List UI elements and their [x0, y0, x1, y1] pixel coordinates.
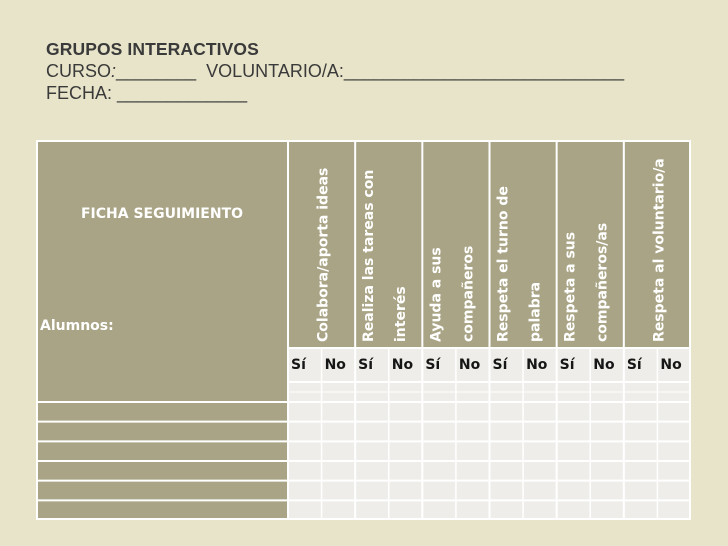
curso-label: CURSO: [46, 61, 112, 81]
criterion-label: Respeta el turno de: [496, 186, 512, 342]
student-name-row: [36, 441, 288, 461]
criterion-label: Realiza las tareas con: [361, 170, 377, 342]
criterion-label: interés: [393, 286, 409, 342]
curso-line: CURSO:________ VOLUNTARIO/A:____________…: [46, 60, 624, 82]
si-column-label: Sí: [291, 357, 306, 373]
student-name-row: [36, 480, 288, 501]
alumnos-label: Alumnos:: [40, 318, 114, 334]
si-column-label: Sí: [626, 357, 642, 373]
si-column-label: Sí: [492, 357, 508, 373]
ficha-seguimiento-label: FICHA SEGUIMIENTO: [80, 206, 244, 222]
fecha-label: FECHA:: [46, 83, 113, 103]
table-grid-lines: [36, 140, 691, 520]
student-name-row: [36, 500, 288, 520]
fecha-line: FECHA: _____________: [46, 82, 624, 104]
no-column-label: No: [526, 357, 548, 373]
curso-separator: :: [111, 61, 117, 81]
no-column-label: No: [593, 357, 615, 373]
tracking-table: Colabora/aporta ideas Realiza las tareas …: [36, 140, 691, 520]
criterion-label: compañeros: [460, 246, 476, 342]
form-header: GRUPOS INTERACTIVOS CURSO:________ VOLUN…: [46, 38, 624, 104]
student-name-row: [36, 461, 288, 481]
fecha-blank: _____________: [117, 83, 248, 103]
criterion-label: Colabora/aporta ideas: [316, 168, 332, 342]
no-column-label: No: [660, 357, 682, 373]
voluntario-blank: ____________________________: [343, 61, 625, 81]
criterion-label: Respeta al voluntario/a: [651, 158, 667, 342]
no-column-label: No: [391, 357, 414, 373]
no-column-label: No: [458, 357, 481, 373]
criterion-label: compañeros/as: [595, 223, 611, 342]
curso-blank: ________: [116, 61, 197, 81]
criteria-labels: Colabora/aporta ideas Realiza las tareas …: [316, 158, 668, 342]
si-column-label: Sí: [559, 357, 575, 373]
student-name-row: [36, 421, 288, 442]
criterion-label: palabra: [528, 282, 544, 342]
ficha-label-block: [36, 140, 288, 402]
criterion-label: Respeta a sus: [563, 232, 579, 342]
voluntario-label: VOLUNTARIO/A:: [206, 61, 344, 81]
si-column-label: Sí: [358, 357, 374, 373]
criterion-label: Ayuda a sus: [428, 247, 444, 342]
student-name-row: [36, 402, 288, 422]
form-title: GRUPOS INTERACTIVOS: [46, 39, 259, 59]
no-column-label: No: [324, 357, 346, 373]
si-column-label: Sí: [425, 357, 441, 373]
